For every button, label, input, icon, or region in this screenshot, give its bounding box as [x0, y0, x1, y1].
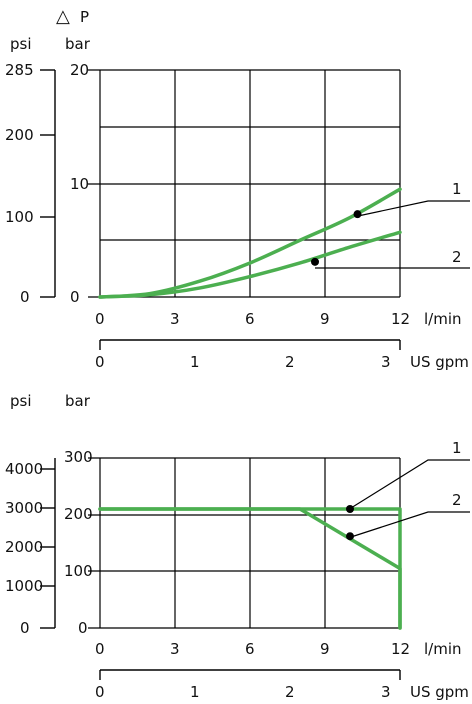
chart-2-psi-label-2000: 2000 [5, 538, 43, 556]
chart-1-psi-label-100: 100 [5, 208, 34, 226]
chart-1-series-2-line [98, 230, 402, 299]
chart-2-bar-label-300: 300 [64, 448, 93, 466]
chart-1-psi-label-0: 0 [20, 288, 30, 306]
chart-2-gpm-label-0: 0 [95, 683, 105, 701]
chart-1-xlabel2: US gpm [410, 353, 469, 371]
chart-1-bar-label-0: 0 [70, 288, 80, 306]
chart-1-series-layer [98, 187, 402, 299]
chart-1-marker-2 [311, 257, 319, 266]
chart-1-unit-psi: psi [10, 35, 32, 53]
chart-2-bar-label-100: 100 [64, 562, 93, 580]
chart-2-x-label-6: 6 [245, 640, 255, 658]
chart-2-marker-2 [346, 532, 354, 541]
chart-1-x-label-3: 3 [170, 310, 180, 328]
chart-1-psi-label-200: 200 [5, 126, 34, 144]
chart-2-xlabel: l/min [424, 640, 462, 658]
delta-symbol: △ [56, 6, 70, 27]
chart-1-x-label-6: 6 [245, 310, 255, 328]
chart-2-callout-2: 2 [452, 491, 462, 509]
chart-2: psi bar 4000 3000 2000 1000 0 300 200 10… [5, 392, 470, 701]
chart-2-x-label-3: 3 [170, 640, 180, 658]
chart-1-gpm-label-3: 3 [381, 353, 391, 371]
chart-2-gpm-label-1: 1 [190, 683, 200, 701]
chart-2-unit-psi: psi [10, 392, 32, 410]
chart-2-grid [88, 457, 401, 629]
chart-2-leader-1 [350, 459, 470, 509]
chart-2-unit-bar: bar [65, 392, 91, 410]
chart-1-gpm-label-1: 1 [190, 353, 200, 371]
chart-2-gpm-label-3: 3 [381, 683, 391, 701]
chart-1-gpm-label-2: 2 [285, 353, 295, 371]
chart-1-gpm-label-0: 0 [95, 353, 105, 371]
chart-1-leader-1 [357, 200, 470, 217]
chart-2-x-label-0: 0 [95, 640, 105, 658]
chart-1: △ P psi bar 285 200 100 0 20 10 0 [5, 6, 470, 371]
chart-1-xlabel: l/min [424, 310, 462, 328]
chart-2-leader-2 [350, 511, 470, 538]
chart-2-x-label-12: 12 [391, 640, 410, 658]
chart-1-unit-bar: bar [65, 35, 91, 53]
chart-1-x-label-0: 0 [95, 310, 105, 328]
chart-2-psi-label-3000: 3000 [5, 499, 43, 517]
chart-1-callout-2: 2 [452, 248, 462, 266]
chart-1-title-letter: P [80, 8, 89, 26]
chart-1-marker-1 [353, 210, 362, 219]
chart-1-bar-label-20: 20 [70, 61, 89, 79]
chart-2-xlabel2: US gpm [410, 683, 469, 701]
chart-1-callout-1: 1 [452, 180, 462, 198]
chart-1-x-label-12: 12 [391, 310, 410, 328]
chart-2-psi-label-4000: 4000 [5, 460, 43, 478]
chart-2-callout-1: 1 [452, 439, 462, 457]
chart-1-bar-label-10: 10 [70, 175, 89, 193]
chart-2-psi-label-1000: 1000 [5, 577, 43, 595]
chart-1-x-label-9: 9 [320, 310, 330, 328]
chart-2-bar-label-0: 0 [78, 619, 88, 637]
chart-1-psi-label-285: 285 [5, 61, 34, 79]
chart-2-psi-label-0: 0 [20, 619, 30, 637]
chart-2-gpm-label-2: 2 [285, 683, 295, 701]
chart-2-bar-label-200: 200 [64, 505, 93, 523]
chart-1-grid [88, 69, 401, 298]
chart-2-x-label-9: 9 [320, 640, 330, 658]
